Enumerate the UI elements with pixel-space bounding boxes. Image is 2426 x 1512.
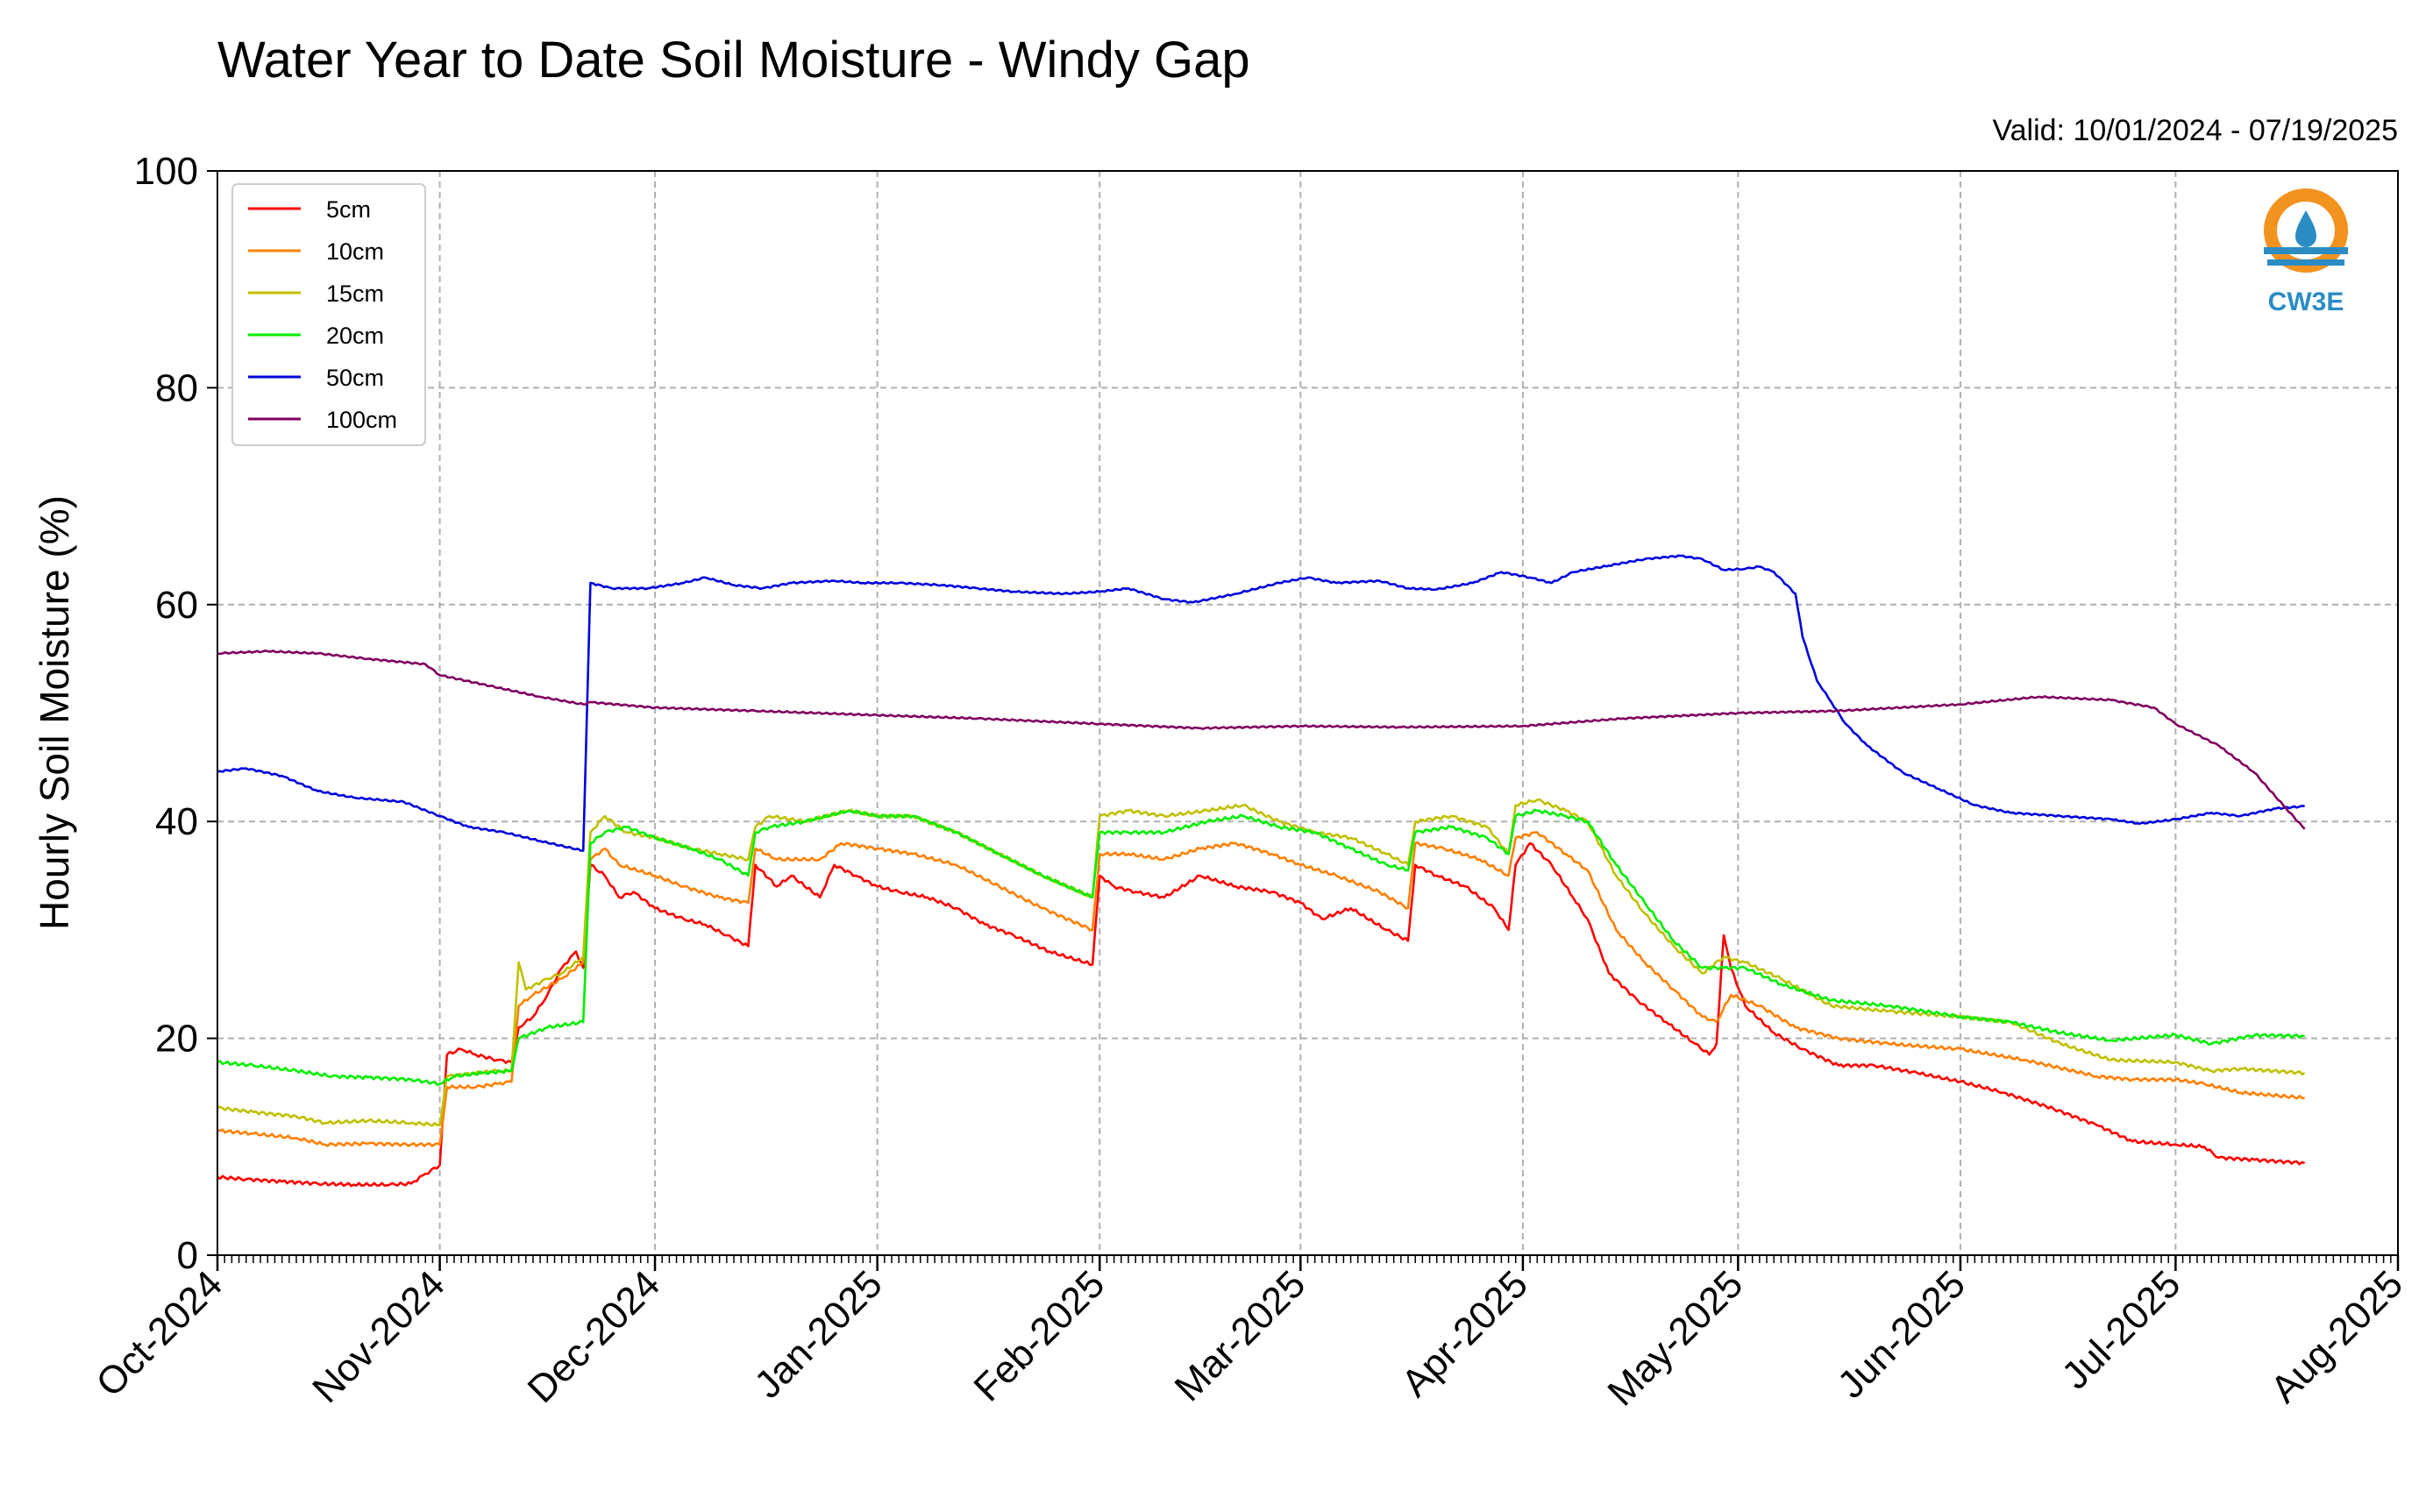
y-axis: 0 20 40 60 80 100 [134,150,217,1277]
y-tick-label: 0 [177,1234,198,1277]
x-tick-label: Jul-2025 [2053,1262,2188,1397]
legend-label-20cm: 20cm [326,323,384,349]
x-tick-label: May-2025 [1599,1262,1751,1414]
x-axis: Oct-2024 Nov-2024 Dec-2024 Jan-2025 Feb-2025… [88,1255,2411,1414]
y-tick-label: 80 [155,366,198,409]
x-minor-ticks [217,1255,2399,1263]
valid-range-label: Valid: 10/01/2024 - 07/19/2025 [1992,114,2398,147]
y-tick-label: 40 [155,800,198,843]
x-tick-label: Oct-2024 [88,1262,231,1405]
legend-label-100cm: 100cm [326,407,397,433]
legend-label-5cm: 5cm [326,196,371,223]
series-line-50cm [217,554,2305,852]
legend-label-10cm: 10cm [326,238,384,265]
y-tick-label: 20 [155,1018,198,1061]
data-series [217,554,2306,1188]
series-line-20cm [217,808,2305,1086]
legend: 5cm 10cm 15cm 20cm 50cm 100cm [231,183,426,446]
x-tick-label: Jan-2025 [746,1262,890,1406]
x-tick-label: Jun-2025 [1830,1262,1974,1406]
y-tick-label: 60 [155,584,198,627]
x-tick-label: Aug-2025 [2262,1262,2411,1411]
y-tick-label: 100 [134,150,198,193]
plot-frame [217,170,2399,1256]
series-line-5cm [217,841,2305,1188]
grid-lines [217,171,2398,1255]
x-tick-label: Feb-2025 [965,1262,1113,1409]
series-line-15cm [217,798,2306,1127]
chart-title: Water Year to Date Soil Moisture - Windy… [217,32,1250,89]
x-tick-label: Apr-2025 [1393,1262,1536,1405]
x-tick-label: Nov-2024 [304,1262,453,1411]
logo-droplet-icon [2295,210,2316,247]
x-tick-label: Dec-2024 [520,1262,669,1411]
cw3e-logo: CW3E [2264,188,2348,316]
logo-text: CW3E [2268,287,2344,316]
series-line-10cm [217,831,2305,1147]
legend-label-15cm: 15cm [326,280,384,307]
series-line-100cm [217,650,2306,830]
legend-label-50cm: 50cm [326,365,384,391]
x-tick-label: Mar-2025 [1167,1262,1314,1409]
y-axis-label: Hourly Soil Moisture (%) [32,495,77,930]
